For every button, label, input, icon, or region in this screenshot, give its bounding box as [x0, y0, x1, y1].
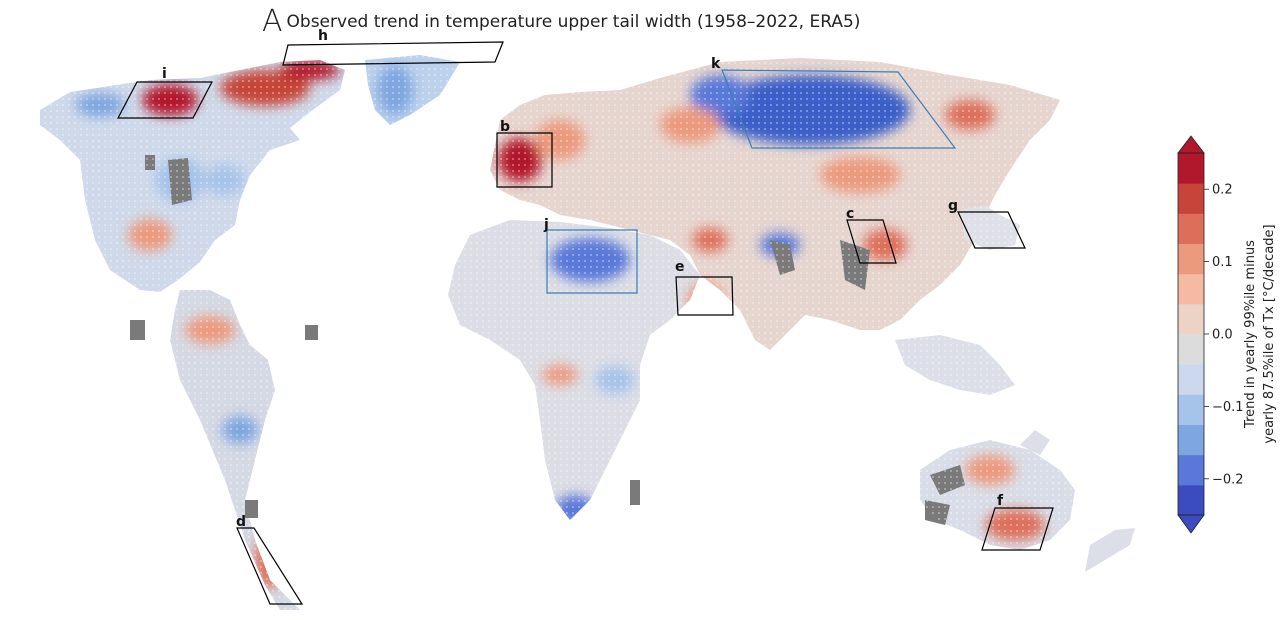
region-boxes	[117, 41, 1054, 605]
region-label-j: j	[543, 217, 549, 233]
region-box-c	[846, 219, 897, 264]
region-box-e	[675, 276, 734, 316]
region-label-e: e	[675, 259, 685, 275]
colorbar-tick-label: −0.1	[1212, 400, 1244, 415]
colorbar-label-line2: yearly 87.5%ile of Tx [°C/decade]	[1262, 224, 1277, 443]
region-label-k: k	[711, 56, 721, 72]
region-label-i: i	[162, 66, 167, 82]
panel-letter: A	[262, 4, 283, 39]
colorbar-tick-label: 0.0	[1212, 328, 1233, 343]
region-box-k	[721, 69, 957, 149]
colorbar-step	[1178, 484, 1204, 516]
colorbar: 0.2 0.1 0.0 −0.1 −0.2 Trend in yearly 99%ile…	[1177, 135, 1277, 534]
colorbar-step	[1178, 273, 1204, 305]
colorbar-step	[1178, 213, 1204, 244]
region-label-b: b	[500, 119, 510, 135]
colorbar-tick-label: 0.1	[1212, 255, 1233, 270]
colorbar-tick-label: 0.2	[1212, 183, 1233, 198]
colorbar-step	[1178, 454, 1204, 486]
region-box-h	[282, 41, 504, 66]
colorbar-max-arrow	[1177, 135, 1205, 154]
colorbar-label-line1: Trend in yearly 99%ile minus	[1243, 240, 1258, 429]
region-box-g	[957, 211, 1026, 249]
region-label-c: c	[846, 206, 854, 222]
region-label-h: h	[318, 28, 328, 44]
colorbar-tick-label: −0.2	[1212, 472, 1244, 487]
colorbar-step	[1178, 243, 1204, 275]
region-box-b	[496, 132, 553, 188]
region-box-i	[117, 81, 213, 119]
region-label-f: f	[997, 493, 1004, 509]
region-box-j	[546, 229, 638, 294]
colorbar-step	[1178, 334, 1204, 365]
colorbar-step	[1178, 424, 1204, 456]
title-text: Observed trend in temperature upper tail…	[286, 11, 861, 32]
figure-title: A Observed trend in temperature upper tai…	[262, 4, 860, 39]
region-box-f	[981, 507, 1054, 551]
colorbar-step	[1178, 364, 1204, 395]
region-box-d	[236, 527, 304, 605]
colorbar-step	[1178, 153, 1204, 184]
region-label-g: g	[948, 198, 958, 214]
colorbar-step	[1178, 183, 1204, 214]
colorbar-step	[1178, 303, 1204, 335]
region-label-d: d	[236, 514, 246, 530]
colorbar-steps	[1178, 153, 1204, 516]
region-labels: h i b k j e c g d f	[162, 28, 1004, 530]
colorbar-ticks: 0.2 0.1 0.0 −0.1 −0.2	[1204, 183, 1244, 487]
colorbar-min-arrow	[1177, 514, 1205, 534]
colorbar-step	[1178, 394, 1204, 425]
significance-stippling	[40, 55, 1075, 610]
